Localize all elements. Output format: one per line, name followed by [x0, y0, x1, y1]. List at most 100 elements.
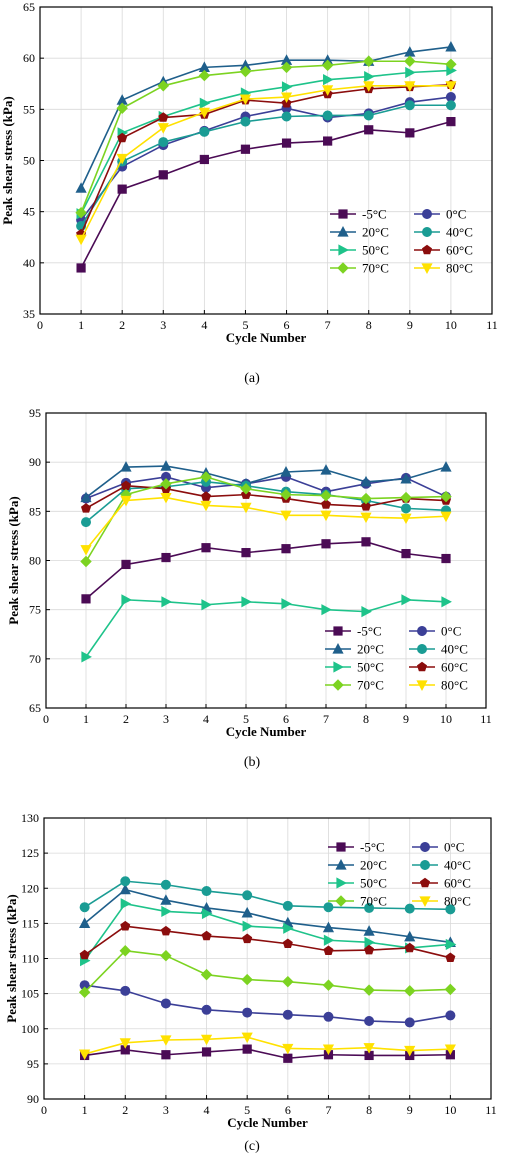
series-line [85, 484, 447, 510]
legend-marker [336, 877, 347, 889]
legend-entry: 70°C [328, 894, 387, 909]
data-point [241, 906, 253, 918]
data-point [364, 70, 375, 83]
data-point [280, 61, 293, 74]
x-axis-label: Cycle Number [226, 330, 307, 345]
data-point [201, 599, 212, 611]
legend-label: 20°C [357, 642, 384, 657]
legend-entry: 70°C [325, 678, 384, 693]
data-point [360, 492, 372, 505]
data-point [200, 491, 212, 501]
data-point [75, 182, 87, 193]
data-point [201, 886, 212, 897]
series-50°C [76, 64, 457, 220]
data-point [323, 74, 334, 86]
legend-marker [333, 626, 343, 636]
data-point [282, 1009, 293, 1020]
x-tick-label: 2 [119, 318, 125, 332]
data-point [160, 460, 172, 471]
data-point [441, 596, 452, 608]
data-point [161, 552, 171, 563]
data-point [322, 1044, 335, 1056]
legend-marker [338, 244, 349, 256]
data-point [445, 952, 456, 963]
data-point [280, 92, 293, 103]
data-point [280, 466, 292, 477]
x-tick-label: 7 [325, 318, 331, 332]
legend: -5°C 0°C 20°C 40°C 50°C 60°C 70°C 80°C [328, 840, 471, 909]
y-tick-label: 45 [23, 205, 35, 219]
x-tick-label: 9 [407, 1103, 413, 1117]
y-tick-label: 95 [27, 1057, 39, 1071]
data-point [363, 1043, 375, 1054]
data-point [321, 604, 332, 616]
series-line [80, 46, 452, 189]
x-tick-label: 3 [163, 1103, 169, 1117]
data-point [79, 1049, 91, 1060]
legend-label: 60°C [441, 660, 468, 675]
series-line [84, 984, 451, 1024]
data-point [364, 125, 374, 135]
series-line [80, 83, 451, 235]
data-point [404, 930, 416, 942]
data-point [445, 81, 457, 92]
y-tick-label: 75 [29, 603, 41, 617]
data-point [282, 1043, 294, 1055]
legend-label: -5°C [357, 624, 382, 639]
legend-label: 40°C [446, 225, 473, 240]
series-line [80, 96, 452, 221]
legend-entry: 80°C [409, 678, 468, 693]
y-tick-label: 125 [21, 846, 39, 860]
legend-marker [338, 209, 348, 219]
data-point [360, 501, 372, 511]
x-tick-label: 7 [325, 1103, 331, 1117]
data-point [322, 85, 334, 96]
y-tick-label: 65 [23, 0, 35, 14]
legend-label: -5°C [362, 207, 387, 222]
legend-label: 80°C [441, 678, 468, 693]
legend-marker [416, 680, 428, 691]
data-point [242, 933, 253, 944]
series-line [80, 120, 452, 269]
data-point [364, 944, 375, 955]
data-point [200, 471, 212, 483]
data-point [323, 902, 334, 913]
x-axis-label: Cycle Number [226, 724, 307, 739]
x-tick-label: 7 [323, 712, 329, 726]
legend-label: 0°C [441, 624, 461, 639]
series-line [85, 496, 447, 551]
legend-label: 70°C [360, 894, 387, 909]
data-point [280, 510, 292, 522]
data-point [119, 883, 131, 895]
data-point [361, 537, 371, 547]
data-point [404, 55, 416, 67]
legend-marker [337, 262, 349, 274]
series-80°C [79, 1032, 456, 1060]
data-point [444, 983, 457, 996]
data-point [282, 900, 293, 911]
series-20°C [79, 883, 456, 947]
legend-marker [419, 896, 431, 907]
data-point [400, 491, 412, 504]
data-point [239, 65, 252, 78]
figure-caption: (a) [244, 371, 260, 386]
data-point [117, 184, 127, 194]
x-tick-label: 11 [480, 712, 492, 726]
data-point [281, 598, 292, 610]
x-tick-label: 6 [283, 712, 289, 726]
series-line [84, 925, 451, 959]
y-tick-label: 35 [23, 307, 35, 321]
y-tick-label: 85 [29, 504, 41, 518]
y-tick-label: 50 [23, 154, 35, 168]
data-point [242, 920, 254, 932]
legend-entry: 60°C [414, 243, 473, 258]
series-70°C [80, 471, 452, 568]
series-60°C [80, 480, 452, 513]
data-point [240, 502, 252, 514]
data-point [241, 1032, 253, 1044]
data-point [201, 1004, 212, 1015]
legend-marker [335, 895, 347, 907]
data-point [120, 461, 132, 472]
data-point [81, 594, 91, 604]
y-tick-label: 55 [23, 102, 35, 116]
